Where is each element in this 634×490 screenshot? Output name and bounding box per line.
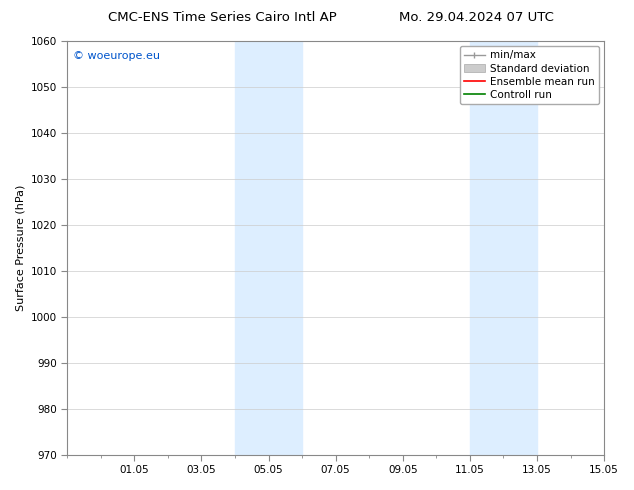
Legend: min/max, Standard deviation, Ensemble mean run, Controll run: min/max, Standard deviation, Ensemble me… <box>460 46 599 104</box>
Text: CMC-ENS Time Series Cairo Intl AP: CMC-ENS Time Series Cairo Intl AP <box>108 11 337 24</box>
Bar <box>235 41 302 455</box>
Bar <box>470 41 537 455</box>
Text: © woeurope.eu: © woeurope.eu <box>72 51 160 61</box>
Text: Mo. 29.04.2024 07 UTC: Mo. 29.04.2024 07 UTC <box>399 11 554 24</box>
Y-axis label: Surface Pressure (hPa): Surface Pressure (hPa) <box>15 185 25 311</box>
